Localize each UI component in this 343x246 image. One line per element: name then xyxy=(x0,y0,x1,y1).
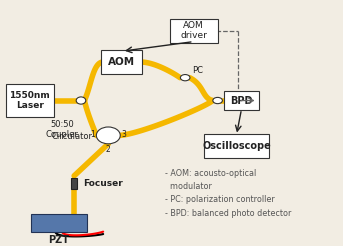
Text: - AOM: acousto-optical
  modulator
- PC: polarization controller
- BPD: balanced: - AOM: acousto-optical modulator - PC: p… xyxy=(165,169,291,218)
FancyBboxPatch shape xyxy=(6,84,54,117)
Text: 2: 2 xyxy=(106,145,111,154)
Text: AOM
driver: AOM driver xyxy=(180,21,207,40)
Text: PC: PC xyxy=(192,66,203,75)
Text: 1550nm
Laser: 1550nm Laser xyxy=(9,91,50,110)
FancyBboxPatch shape xyxy=(102,50,142,74)
FancyBboxPatch shape xyxy=(204,134,269,158)
Text: PZT: PZT xyxy=(48,235,69,245)
Ellipse shape xyxy=(76,97,86,104)
FancyBboxPatch shape xyxy=(224,91,259,110)
Circle shape xyxy=(96,127,120,144)
Text: Focuser: Focuser xyxy=(83,179,122,188)
Ellipse shape xyxy=(213,97,222,104)
Text: BPD: BPD xyxy=(230,95,253,106)
Text: 50:50
Coupler: 50:50 Coupler xyxy=(46,120,79,139)
Text: AOM: AOM xyxy=(108,57,135,67)
Text: Oscilloscope: Oscilloscope xyxy=(202,141,271,151)
FancyBboxPatch shape xyxy=(71,178,77,189)
Ellipse shape xyxy=(180,75,190,81)
FancyBboxPatch shape xyxy=(170,19,217,43)
FancyBboxPatch shape xyxy=(31,214,87,232)
Text: 1: 1 xyxy=(91,130,95,139)
Text: 3: 3 xyxy=(121,130,126,139)
Text: Circulator: Circulator xyxy=(52,132,93,141)
